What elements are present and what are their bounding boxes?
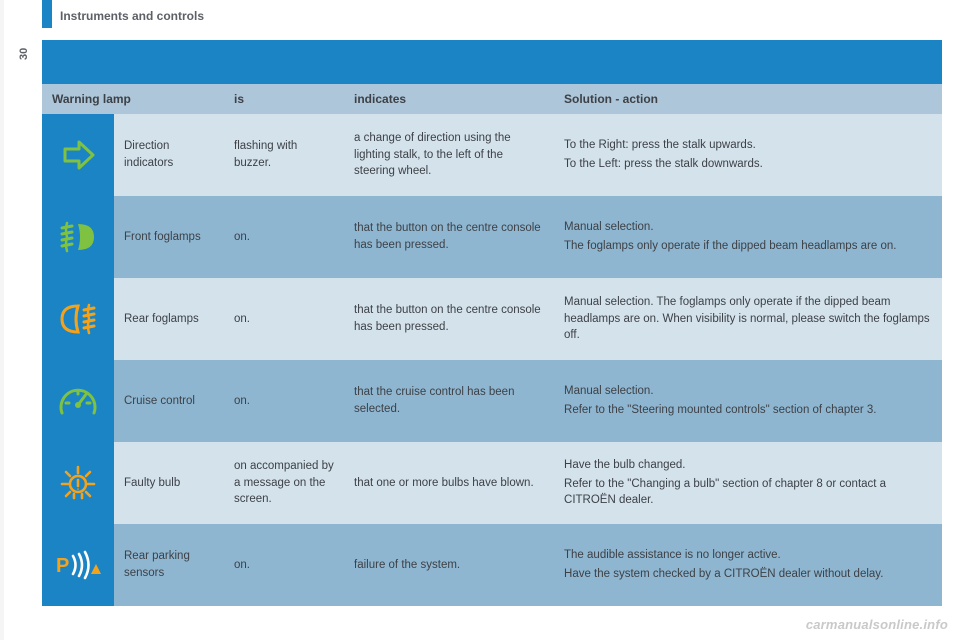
warning-lamp-table: Warning lamp is indicates Solution - act… (42, 84, 942, 606)
section-title: Instruments and controls (60, 9, 204, 23)
lamp-solution: The audible assistance is no longer acti… (554, 524, 942, 606)
content-area: Warning lamp is indicates Solution - act… (42, 40, 942, 606)
lamp-indicates: failure of the system. (344, 524, 554, 606)
table-row: Rear foglamps on. that the button on the… (42, 278, 942, 360)
col-indicates: indicates (344, 84, 554, 114)
lamp-name: Cruise control (114, 360, 224, 442)
table-row: Front foglamps on. that the button on th… (42, 196, 942, 278)
table-row: P Rear parking sensors on. failure of th… (42, 524, 942, 606)
solution-line: Manual selection. The foglamps only oper… (564, 294, 932, 344)
lamp-is: flashing with buzzer. (224, 114, 344, 196)
lamp-solution: Manual selection. The foglamps only oper… (554, 196, 942, 278)
lamp-is: on. (224, 196, 344, 278)
table-header-row: Warning lamp is indicates Solution - act… (42, 84, 942, 114)
col-warning-lamp: Warning lamp (42, 84, 224, 114)
lamp-is: on. (224, 524, 344, 606)
svg-text:P: P (56, 555, 69, 577)
lamp-name: Direction indicators (114, 114, 224, 196)
solution-line: The audible assistance is no longer acti… (564, 547, 932, 564)
rear-parking-sensors-icon: P (42, 524, 114, 606)
page: Instruments and controls 30 Warning lamp… (0, 0, 960, 640)
lamp-is: on. (224, 360, 344, 442)
col-is: is (224, 84, 344, 114)
solution-line: Have the system checked by a CITROËN dea… (564, 566, 932, 583)
lamp-name: Rear parking sensors (114, 524, 224, 606)
solution-line: Manual selection. (564, 383, 932, 400)
section-tab (42, 0, 52, 28)
watermark: carmanualsonline.info (806, 617, 948, 632)
table-row: Faulty bulb on accompanied by a message … (42, 442, 942, 524)
solution-line: The foglamps only operate if the dipped … (564, 238, 932, 255)
front-foglamps-icon (42, 196, 114, 278)
solution-line: Manual selection. (564, 219, 932, 236)
lamp-solution: Manual selection. The foglamps only oper… (554, 278, 942, 360)
lamp-solution: To the Right: press the stalk upwards. T… (554, 114, 942, 196)
left-margin (0, 0, 12, 640)
lamp-is: on. (224, 278, 344, 360)
page-number: 30 (18, 48, 30, 60)
lamp-indicates: that one or more bulbs have blown. (344, 442, 554, 524)
lamp-name: Front foglamps (114, 196, 224, 278)
faulty-bulb-icon (42, 442, 114, 524)
direction-indicator-icon (42, 114, 114, 196)
lamp-is: on accompanied by a message on the scree… (224, 442, 344, 524)
lamp-indicates: that the cruise control has been selecte… (344, 360, 554, 442)
solution-line: Have the bulb changed. (564, 457, 932, 474)
lamp-name: Faulty bulb (114, 442, 224, 524)
lamp-solution: Manual selection. Refer to the "Steering… (554, 360, 942, 442)
solution-line: To the Left: press the stalk downwards. (564, 156, 932, 173)
table-row: Direction indicators flashing with buzze… (42, 114, 942, 196)
rear-foglamps-icon (42, 278, 114, 360)
table-row: Cruise control on. that the cruise contr… (42, 360, 942, 442)
lamp-indicates: a change of direction using the lighting… (344, 114, 554, 196)
lamp-indicates: that the button on the centre console ha… (344, 196, 554, 278)
solution-line: To the Right: press the stalk upwards. (564, 137, 932, 154)
solution-line: Refer to the "Steering mounted controls"… (564, 402, 932, 419)
lamp-indicates: that the button on the centre console ha… (344, 278, 554, 360)
blue-banner (42, 40, 942, 84)
lamp-name: Rear foglamps (114, 278, 224, 360)
col-solution: Solution - action (554, 84, 942, 114)
lamp-solution: Have the bulb changed. Refer to the "Cha… (554, 442, 942, 524)
cruise-control-icon (42, 360, 114, 442)
solution-line: Refer to the "Changing a bulb" section o… (564, 476, 932, 509)
